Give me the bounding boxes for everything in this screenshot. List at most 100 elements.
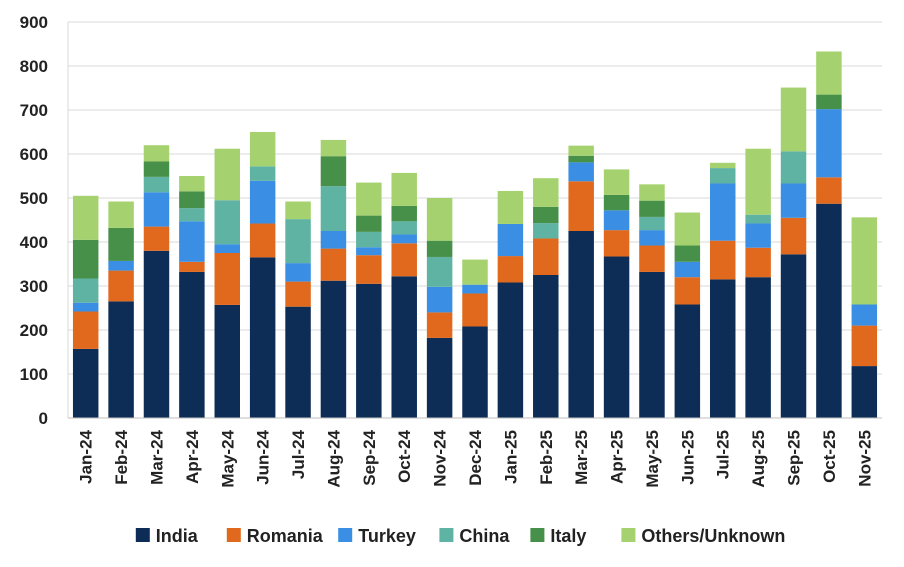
y-tick-label: 200	[20, 321, 48, 340]
bar-others-unknown-jul-24	[285, 201, 311, 220]
legend-label-turkey: Turkey	[358, 526, 416, 546]
bar-china-aug-24	[320, 186, 347, 231]
bar-india-sep-25	[780, 254, 807, 418]
legend-label-china: China	[459, 526, 510, 546]
bar-india-nov-25	[851, 366, 878, 418]
bar-turkey-nov-24	[426, 286, 453, 313]
bar-turkey-jan-25	[497, 223, 524, 257]
bar-romania-jan-25	[497, 256, 524, 283]
bar-turkey-jun-24	[249, 180, 276, 224]
bar-india-feb-24	[108, 301, 134, 418]
x-tick-label: Jun-25	[678, 430, 697, 485]
bar-romania-may-25	[639, 245, 665, 272]
x-tick-label: Dec-24	[466, 429, 485, 485]
bar-others-unknown-dec-24	[462, 259, 488, 285]
bar-romania-apr-24	[179, 261, 205, 272]
bar-romania-aug-25	[745, 247, 771, 278]
x-tick-label: Nov-25	[855, 430, 874, 487]
bar-romania-mar-25	[568, 181, 594, 231]
x-tick-label: Jul-25	[714, 430, 733, 479]
x-tick-label: May-24	[218, 429, 237, 487]
bar-india-nov-24	[426, 337, 453, 418]
bar-turkey-may-25	[639, 230, 665, 246]
legend-label-india: India	[156, 526, 199, 546]
legend-label-romania: Romania	[247, 526, 324, 546]
bar-india-aug-24	[320, 280, 347, 418]
bar-india-may-25	[639, 271, 665, 418]
bar-india-jun-24	[249, 257, 276, 418]
bar-italy-may-25	[639, 200, 665, 217]
bar-turkey-aug-25	[745, 223, 771, 248]
bar-italy-mar-24	[143, 161, 170, 177]
bar-italy-mar-25	[568, 155, 594, 163]
bar-china-jul-24	[285, 219, 311, 264]
x-tick-label: Mar-25	[572, 430, 591, 485]
bar-china-may-25	[639, 216, 665, 231]
x-tick-label: Jun-24	[254, 429, 273, 484]
bar-india-sep-24	[356, 283, 382, 418]
bar-others-unknown-jan-24	[72, 195, 99, 240]
bar-india-may-24	[214, 304, 241, 418]
y-tick-label: 500	[20, 189, 48, 208]
bar-china-sep-24	[356, 231, 382, 248]
bar-india-jul-24	[285, 306, 311, 418]
bar-others-unknown-aug-25	[745, 148, 771, 215]
bar-romania-jan-24	[72, 311, 99, 349]
bar-turkey-dec-24	[462, 284, 488, 294]
bar-china-jun-24	[249, 166, 276, 181]
bar-others-unknown-jul-25	[709, 162, 736, 169]
bar-others-unknown-apr-24	[179, 176, 205, 192]
y-tick-label: 400	[20, 233, 48, 252]
legend-swatch-india	[135, 528, 150, 542]
bar-india-apr-24	[179, 271, 205, 418]
bar-turkey-apr-25	[603, 210, 630, 231]
bar-turkey-nov-25	[851, 304, 878, 326]
bar-romania-feb-24	[108, 270, 134, 302]
bar-romania-sep-25	[780, 217, 807, 255]
bar-india-oct-24	[391, 276, 417, 418]
bar-china-nov-24	[426, 256, 453, 287]
bar-china-feb-25	[533, 223, 559, 239]
bar-india-mar-25	[568, 231, 594, 418]
x-tick-label: Oct-25	[820, 430, 839, 483]
bar-romania-aug-24	[320, 248, 347, 281]
bar-others-unknown-sep-24	[356, 182, 382, 216]
bar-italy-jun-25	[674, 245, 701, 262]
bar-turkey-mar-24	[143, 192, 170, 227]
bar-others-unknown-apr-25	[603, 169, 630, 195]
y-tick-label: 900	[20, 13, 48, 32]
bar-turkey-jun-25	[674, 261, 701, 278]
bar-china-may-24	[214, 200, 241, 245]
bar-turkey-aug-24	[320, 231, 347, 249]
legend-swatch-italy	[530, 528, 545, 542]
bar-others-unknown-sep-25	[780, 87, 807, 152]
bar-others-unknown-may-24	[214, 148, 241, 201]
bar-others-unknown-jan-25	[497, 190, 524, 224]
x-tick-label: Jan-24	[77, 429, 96, 483]
bar-others-unknown-aug-24	[320, 139, 347, 157]
legend: India Romania Turkey China Italy Others/Unkno…	[135, 526, 785, 546]
legend-swatch-turkey	[338, 528, 353, 542]
bar-turkey-feb-24	[108, 260, 134, 271]
bar-india-apr-25	[603, 256, 630, 418]
bar-romania-nov-25	[851, 325, 878, 367]
y-tick-label: 100	[20, 365, 48, 384]
x-tick-label: Aug-25	[749, 430, 768, 488]
bar-turkey-apr-24	[179, 221, 205, 262]
bar-others-unknown-mar-24	[143, 145, 170, 162]
bar-turkey-sep-24	[356, 247, 382, 256]
y-tick-label: 0	[39, 409, 48, 428]
x-tick-label: Apr-24	[183, 429, 202, 483]
x-axis: Jan-24 Feb-24 Mar-24 Apr-24 May-24 Jun-24 Jul-…	[68, 417, 882, 488]
bar-india-jul-25	[709, 279, 736, 418]
bar-others-unknown-nov-25	[851, 217, 878, 305]
bar-india-mar-24	[143, 250, 170, 418]
bar-others-unknown-jun-25	[674, 212, 701, 246]
bar-others-unknown-feb-24	[108, 201, 134, 228]
bar-romania-jul-24	[285, 281, 311, 307]
legend-label-others-unknown: Others/Unknown	[641, 526, 785, 546]
bar-india-aug-25	[745, 277, 771, 418]
bar-india-jun-25	[674, 304, 701, 418]
bar-china-jan-24	[72, 278, 99, 303]
bar-china-sep-25	[780, 151, 807, 184]
